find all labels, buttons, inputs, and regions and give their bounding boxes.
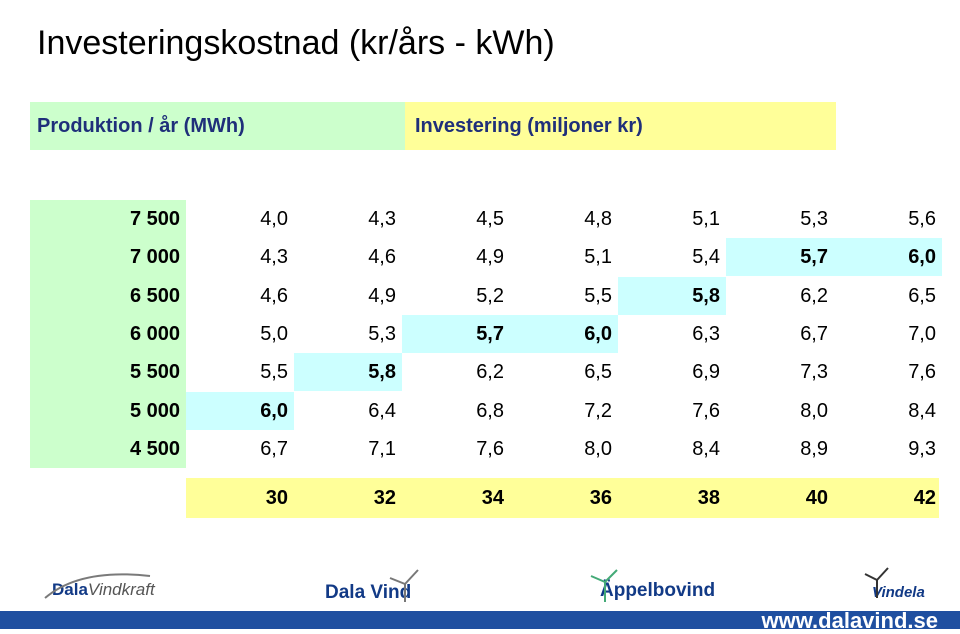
table-cell: 6,9 xyxy=(692,361,720,383)
row-label: 5 500 xyxy=(129,361,180,383)
table-cell: 6,2 xyxy=(800,285,828,307)
investment-header-label: Investering (miljoner kr) xyxy=(415,114,643,137)
footer-bar xyxy=(0,611,960,629)
investment-cell: 38 xyxy=(697,487,720,509)
row-label: 7 000 xyxy=(129,246,180,268)
row-label: 4 500 xyxy=(129,438,180,460)
production-header-label: Produktion / år (MWh) xyxy=(37,114,245,137)
vindela-logo: Vindela xyxy=(872,584,925,601)
table-cell: 6,8 xyxy=(476,400,504,422)
table-cell: 6,7 xyxy=(260,438,288,460)
row-label: 6 000 xyxy=(129,323,180,345)
investment-cell: 42 xyxy=(913,487,936,509)
investment-cell: 40 xyxy=(805,487,828,509)
table-cell: 4,5 xyxy=(476,208,504,230)
table-cell: 5,3 xyxy=(368,323,396,345)
table-cell: 7,1 xyxy=(368,438,396,460)
table-cell: 4,0 xyxy=(260,208,288,230)
investment-cell: 36 xyxy=(589,487,612,509)
table-cell: 7,6 xyxy=(908,361,936,383)
table-cell: 5,1 xyxy=(692,208,720,230)
investment-header: Investering (miljoner kr) xyxy=(405,102,836,150)
dalavind-logo: Dala Vind xyxy=(325,582,411,604)
turbine-icon xyxy=(590,569,618,602)
table-cell: 8,0 xyxy=(584,438,612,460)
table-cell: 7,6 xyxy=(476,438,504,460)
table-cell: 8,0 xyxy=(800,400,828,422)
table-cell: 6,2 xyxy=(476,361,504,383)
table-cell: 8,9 xyxy=(800,438,828,460)
table-cell: 5,8 xyxy=(618,277,726,315)
table-cell: 5,8 xyxy=(294,353,402,391)
table-cell: 5,2 xyxy=(476,285,504,307)
dalavind-logo-text-b: Vind xyxy=(370,582,412,603)
investment-row xyxy=(186,478,939,518)
dalavindkraft-logo-text-b: Vindkraft xyxy=(87,580,155,599)
appelbovind-logo: Äppelbovind xyxy=(600,580,716,601)
table-cell: 5,3 xyxy=(800,208,828,230)
table-cell: 4,3 xyxy=(368,208,396,230)
table-cell: 7,0 xyxy=(908,323,936,345)
table-cell: 6,7 xyxy=(800,323,828,345)
investment-cell: 32 xyxy=(373,487,396,509)
table-cell: 7,6 xyxy=(692,400,720,422)
website-link[interactable]: www.dalavind.se xyxy=(761,608,938,633)
table-cell: 5,7 xyxy=(402,315,510,353)
table-cell: 6,5 xyxy=(908,285,936,307)
table-cell: 6,0 xyxy=(834,238,942,276)
table-cell: 9,3 xyxy=(908,438,936,460)
table-cell: 6,3 xyxy=(692,323,720,345)
logo-strip: DalaVindkraft Dala Vind Äppelbovind Vind… xyxy=(0,560,960,629)
swoosh-icon xyxy=(44,573,151,599)
table-cell: 5,1 xyxy=(584,246,612,268)
table-cell: 8,4 xyxy=(692,438,720,460)
row-label: 5 000 xyxy=(129,400,180,422)
production-header: Produktion / år (MWh) xyxy=(30,102,405,150)
table-cell: 5,6 xyxy=(908,208,936,230)
investment-cell: 34 xyxy=(481,487,504,509)
table-cell: 6,0 xyxy=(186,392,294,430)
row-label: 7 500 xyxy=(129,208,180,230)
turbine-icon xyxy=(389,569,419,602)
table-cell: 5,0 xyxy=(260,323,288,345)
page-title: Investeringskostnad (kr/års - kWh) xyxy=(37,24,555,62)
table-cell: 5,7 xyxy=(726,238,834,276)
table-cell: 4,8 xyxy=(584,208,612,230)
turbine-icon xyxy=(864,567,889,598)
table-cell: 4,9 xyxy=(476,246,504,268)
dalavindkraft-logo-text-a: Dala xyxy=(52,580,88,599)
table-cell: 4,6 xyxy=(260,285,288,307)
table-cell: 6,0 xyxy=(510,315,618,353)
row-label: 6 500 xyxy=(129,285,180,307)
table-cell: 7,2 xyxy=(584,400,612,422)
table-cell: 6,4 xyxy=(368,400,396,422)
table-cell: 5,4 xyxy=(692,246,720,268)
table-cell: 4,6 xyxy=(368,246,396,268)
table-cell: 4,9 xyxy=(368,285,396,307)
production-column xyxy=(30,200,186,468)
table-cell: 5,5 xyxy=(584,285,612,307)
table-cell: 5,5 xyxy=(260,361,288,383)
table-cell: 6,5 xyxy=(584,361,612,383)
dalavind-logo-text-a: Dala xyxy=(325,582,366,603)
table-cell: 7,3 xyxy=(800,361,828,383)
table-cell: 4,3 xyxy=(260,246,288,268)
investment-cell: 30 xyxy=(265,487,288,509)
table-cell: 8,4 xyxy=(908,400,936,422)
dalavindkraft-logo: DalaVindkraft xyxy=(52,580,155,600)
